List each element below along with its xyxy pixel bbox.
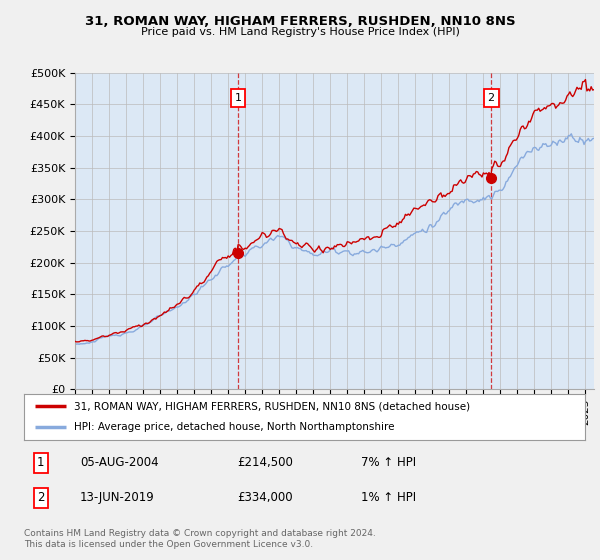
Text: 31, ROMAN WAY, HIGHAM FERRERS, RUSHDEN, NN10 8NS: 31, ROMAN WAY, HIGHAM FERRERS, RUSHDEN, …: [85, 15, 515, 28]
Text: £334,000: £334,000: [237, 491, 293, 504]
Text: Price paid vs. HM Land Registry's House Price Index (HPI): Price paid vs. HM Land Registry's House …: [140, 27, 460, 37]
Text: 05-AUG-2004: 05-AUG-2004: [80, 456, 159, 469]
Text: £214,500: £214,500: [237, 456, 293, 469]
Text: 1: 1: [235, 93, 242, 103]
Text: HPI: Average price, detached house, North Northamptonshire: HPI: Average price, detached house, Nort…: [74, 422, 395, 432]
Text: 1% ↑ HPI: 1% ↑ HPI: [361, 491, 416, 504]
Text: 7% ↑ HPI: 7% ↑ HPI: [361, 456, 416, 469]
Text: 2: 2: [487, 93, 494, 103]
Text: 13-JUN-2019: 13-JUN-2019: [80, 491, 155, 504]
Text: 1: 1: [37, 456, 44, 469]
Text: 31, ROMAN WAY, HIGHAM FERRERS, RUSHDEN, NN10 8NS (detached house): 31, ROMAN WAY, HIGHAM FERRERS, RUSHDEN, …: [74, 401, 470, 411]
Text: Contains HM Land Registry data © Crown copyright and database right 2024.: Contains HM Land Registry data © Crown c…: [24, 529, 376, 538]
Text: This data is licensed under the Open Government Licence v3.0.: This data is licensed under the Open Gov…: [24, 540, 313, 549]
Text: 2: 2: [37, 491, 44, 504]
